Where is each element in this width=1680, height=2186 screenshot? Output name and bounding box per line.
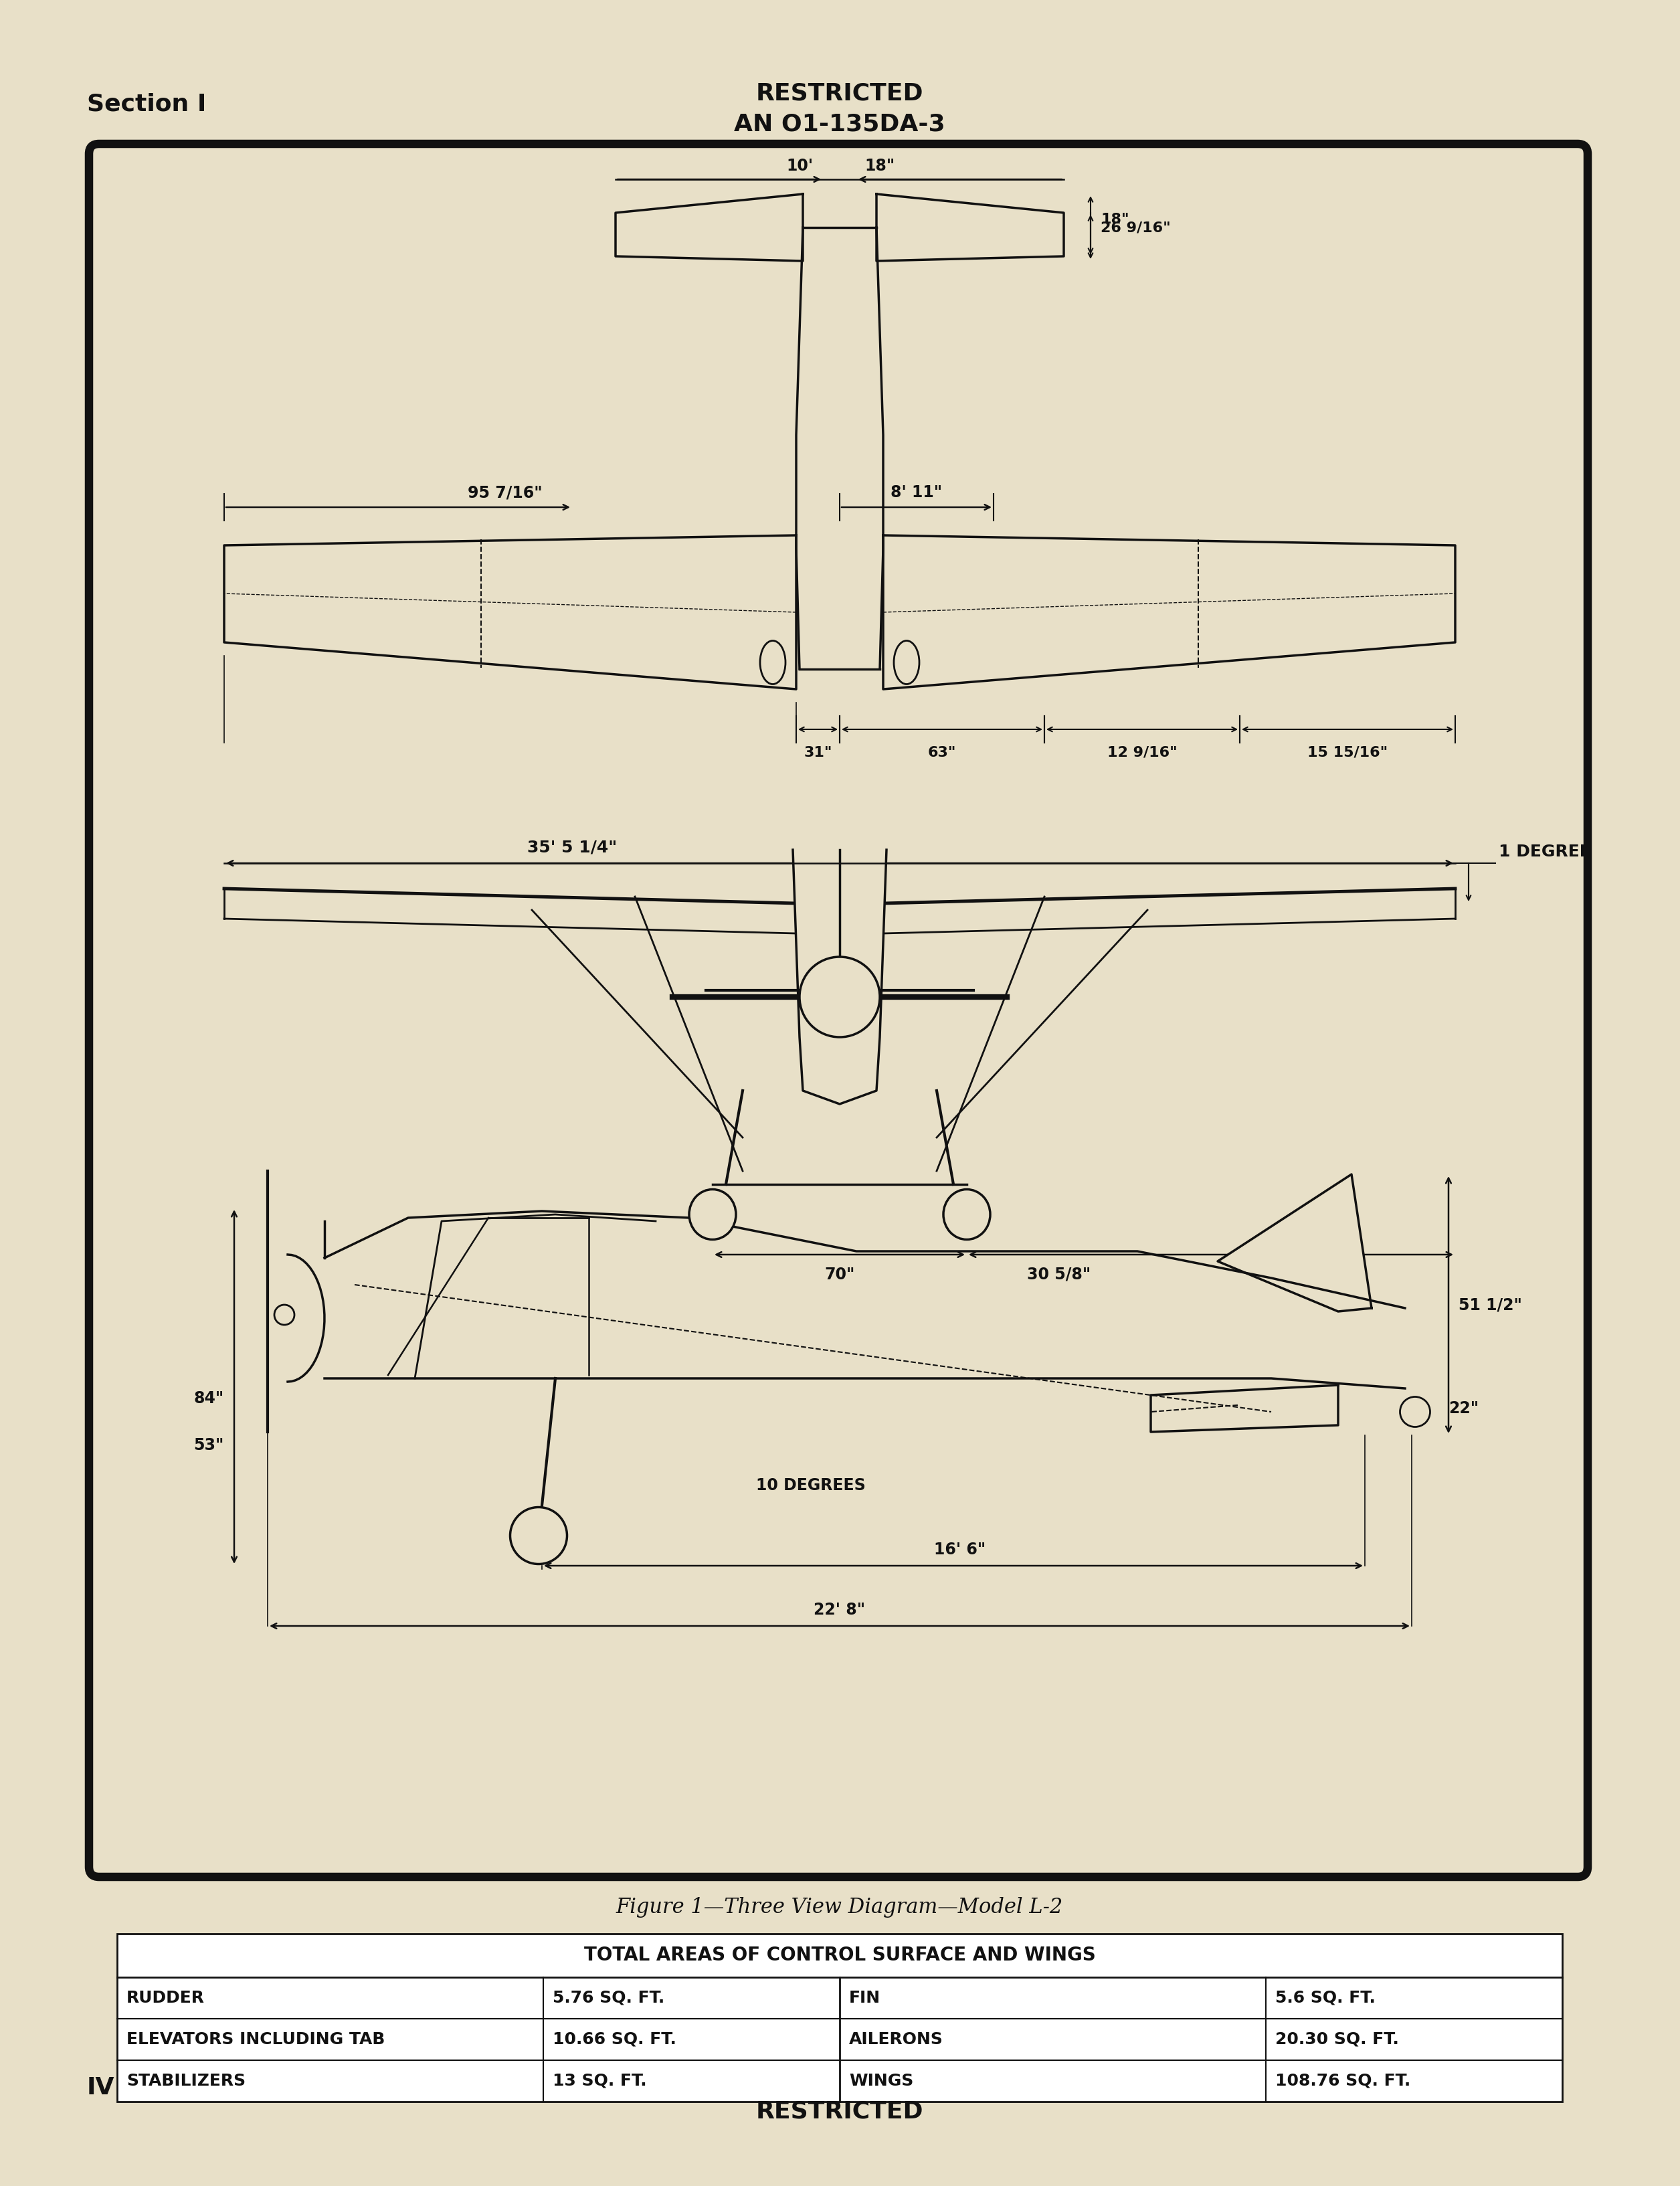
Text: 95 7/16": 95 7/16" [467, 485, 543, 501]
Polygon shape [615, 195, 803, 260]
Text: AN O1-135DA-3: AN O1-135DA-3 [734, 111, 946, 136]
Text: RESTRICTED: RESTRICTED [756, 83, 924, 105]
Text: WINGS: WINGS [848, 2072, 914, 2090]
Text: 1 DEGREE: 1 DEGREE [1499, 844, 1591, 859]
Text: 8' 11": 8' 11" [890, 485, 942, 501]
Text: STABILIZERS: STABILIZERS [126, 2072, 245, 2090]
Polygon shape [793, 850, 887, 1104]
Text: 20.30 SQ. FT.: 20.30 SQ. FT. [1275, 2031, 1399, 2048]
Text: 63": 63" [927, 745, 956, 759]
Polygon shape [1151, 1386, 1337, 1432]
Polygon shape [884, 536, 1455, 689]
Text: 70": 70" [825, 1266, 855, 1283]
Text: RUDDER: RUDDER [126, 1989, 205, 2007]
Ellipse shape [1399, 1397, 1430, 1427]
Text: 22' 8": 22' 8" [813, 1602, 865, 1618]
Text: 15 15/16": 15 15/16" [1307, 745, 1388, 759]
Text: 31": 31" [803, 745, 832, 759]
Text: RESTRICTED: RESTRICTED [756, 2101, 924, 2123]
Text: 16' 6": 16' 6" [934, 1541, 986, 1559]
Text: 18": 18" [865, 157, 895, 175]
Text: 84": 84" [193, 1390, 223, 1406]
Text: 5.6 SQ. FT.: 5.6 SQ. FT. [1275, 1989, 1376, 2007]
Ellipse shape [274, 1305, 294, 1325]
Text: Figure 1—Three View Diagram—Model L-2: Figure 1—Three View Diagram—Model L-2 [617, 1897, 1063, 1917]
Ellipse shape [689, 1189, 736, 1239]
Text: 53": 53" [193, 1436, 223, 1454]
Text: TOTAL AREAS OF CONTROL SURFACE AND WINGS: TOTAL AREAS OF CONTROL SURFACE AND WINGS [585, 1946, 1095, 1965]
Text: 35' 5 1/4": 35' 5 1/4" [528, 839, 617, 855]
Text: 108.76 SQ. FT.: 108.76 SQ. FT. [1275, 2072, 1411, 2090]
Text: 12 9/16": 12 9/16" [1107, 745, 1178, 759]
Bar [118, 1935, 1562, 2101]
Text: 13 SQ. FT.: 13 SQ. FT. [553, 2072, 647, 2090]
Text: 22": 22" [1448, 1401, 1478, 1417]
Polygon shape [877, 195, 1063, 260]
FancyBboxPatch shape [89, 144, 1588, 1878]
Ellipse shape [944, 1189, 990, 1239]
Text: AILERONS: AILERONS [848, 2031, 942, 2048]
Ellipse shape [759, 640, 786, 684]
Text: 10.66 SQ. FT.: 10.66 SQ. FT. [553, 2031, 677, 2048]
Text: 5.76 SQ. FT.: 5.76 SQ. FT. [553, 1989, 665, 2007]
Text: 51 1/2": 51 1/2" [1458, 1296, 1522, 1314]
Text: ELEVATORS INCLUDING TAB: ELEVATORS INCLUDING TAB [126, 2031, 385, 2048]
Text: 18": 18" [1100, 212, 1129, 225]
Text: 10 DEGREES: 10 DEGREES [756, 1478, 865, 1493]
Text: 30 5/8": 30 5/8" [1026, 1266, 1090, 1283]
Polygon shape [1218, 1174, 1371, 1312]
Text: 10': 10' [786, 157, 813, 175]
Text: FIN: FIN [848, 1989, 880, 2007]
Ellipse shape [894, 640, 919, 684]
Text: IV: IV [87, 2077, 114, 2099]
Text: Section I: Section I [87, 92, 207, 116]
Text: 26 9/16": 26 9/16" [1100, 221, 1171, 234]
Polygon shape [223, 536, 796, 689]
Ellipse shape [511, 1506, 568, 1563]
Ellipse shape [800, 957, 880, 1036]
